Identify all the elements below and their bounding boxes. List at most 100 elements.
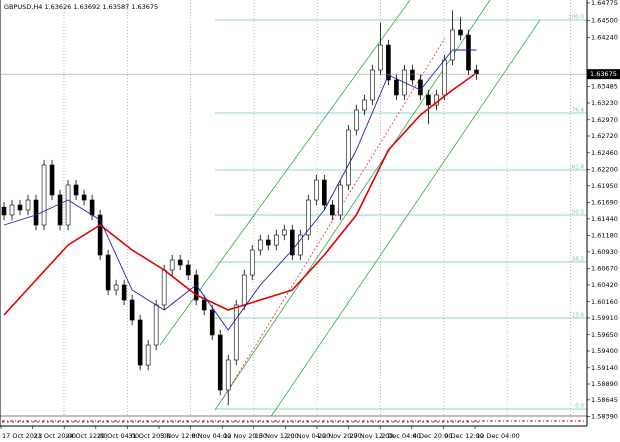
channel-line xyxy=(269,19,541,419)
candle-body xyxy=(265,239,271,246)
candle-body xyxy=(273,234,279,246)
candle-body xyxy=(9,204,15,216)
y-tick-label: 1.59400 xyxy=(591,347,618,355)
y-tick-label: 1.61690 xyxy=(591,199,618,207)
y-tick-label: 1.64500 xyxy=(591,17,618,25)
y-tick-label: 1.63230 xyxy=(591,99,618,107)
x-tick-label: 5 Nov 12:00 xyxy=(160,432,200,440)
candle-body xyxy=(185,264,191,276)
candle-body xyxy=(65,184,71,226)
last-price-box xyxy=(587,69,620,80)
candle-body xyxy=(41,164,47,226)
trend-line xyxy=(221,37,446,401)
y-tick-label: 1.58890 xyxy=(591,380,618,388)
x-tick-label: 8 Nov 04:00 xyxy=(192,432,232,440)
candle-body xyxy=(306,199,311,236)
fib-label: 23.6 xyxy=(572,313,585,319)
plot xyxy=(1,10,479,406)
candle-body xyxy=(113,284,119,291)
x-tick-label: 21 Oct 20:00 xyxy=(34,432,76,440)
candle-body xyxy=(338,184,343,216)
x-tick-label: 15 Nov 12:00 xyxy=(255,432,299,440)
candle-body xyxy=(466,34,471,71)
y-tick-label: 1.59910 xyxy=(591,314,618,322)
candle-body xyxy=(57,194,63,226)
x-tick-label: 29 Oct 04:00 xyxy=(97,432,139,440)
y-tick-label: 1.64775 xyxy=(591,0,618,7)
candle-body xyxy=(418,79,423,96)
candle-body xyxy=(97,214,103,256)
x-tick-label: 17 Oct 2013 xyxy=(2,432,42,440)
x-tick-label: 4 Dec 20:00 xyxy=(413,432,453,440)
fib-label: 100.0 xyxy=(568,15,584,21)
candle-body xyxy=(33,199,39,226)
candle-body xyxy=(121,284,127,301)
candle-body xyxy=(378,44,383,71)
candle-body xyxy=(225,359,231,391)
fib-label: 76.4 xyxy=(572,107,585,113)
x-tick-label: 24 Oct 12:00 xyxy=(65,432,107,440)
candle-body xyxy=(137,319,143,366)
y-tick-label: 1.63485 xyxy=(591,82,618,90)
candle-body xyxy=(370,69,375,101)
candle-body xyxy=(289,229,295,256)
x-tick-label: 12 Dec 04:00 xyxy=(476,432,520,440)
candle-body xyxy=(217,334,223,391)
candle-body xyxy=(169,259,175,271)
candle-body xyxy=(346,129,351,186)
y-tick-label: 1.58390 xyxy=(591,412,618,420)
candle-body xyxy=(105,254,111,291)
y-tick-label: 1.62970 xyxy=(591,116,618,124)
candle-body xyxy=(426,94,431,106)
x-tick-label: 2 Dec 04:00 xyxy=(381,432,421,440)
candle-body xyxy=(298,234,303,256)
candle-body xyxy=(153,304,159,346)
candle-body xyxy=(129,299,135,321)
moving-average xyxy=(3,49,477,331)
x-tick-label: 20 Nov 04:00 xyxy=(286,432,330,440)
fib-label: 50.0 xyxy=(572,209,585,215)
candle-body xyxy=(241,274,247,306)
candle-body xyxy=(410,69,415,81)
candle-body xyxy=(1,206,7,216)
last-price-label: 1.63675 xyxy=(590,70,617,78)
y-tick-label: 1.62200 xyxy=(591,166,618,174)
candle-body xyxy=(322,179,327,206)
candle-body xyxy=(25,199,31,211)
candle-body xyxy=(177,259,183,266)
candle-body xyxy=(89,199,95,216)
candle-body xyxy=(161,269,167,306)
y-tick-label: 1.61440 xyxy=(591,215,618,223)
chart-title: GBPUSD,H4 1.63626 1.63692 1.63587 1.6367… xyxy=(4,3,158,11)
candle-body xyxy=(362,99,367,111)
y-tick-label: 1.60670 xyxy=(591,265,618,273)
x-tick-label: 9 Dec 12:00 xyxy=(444,432,484,440)
y-tick-label: 1.61950 xyxy=(591,182,618,190)
candle-body xyxy=(458,29,463,36)
candle-body xyxy=(17,204,23,211)
candle-body xyxy=(49,164,55,196)
fibonacci: 100.0 76.4 61.8 50.0 38.2 23.6 0.0 xyxy=(215,15,587,409)
fib-label: 0.0 xyxy=(575,403,584,409)
candle-body xyxy=(314,179,319,201)
y-tick-label: 1.58645 xyxy=(591,396,618,404)
candle-body xyxy=(233,304,239,361)
candle-body xyxy=(330,204,335,216)
y-tick-label: 1.62720 xyxy=(591,132,618,140)
x-tick-label: 22 Nov 20:00 xyxy=(318,432,362,440)
y-tick-label: 1.60420 xyxy=(591,281,618,289)
candle-body xyxy=(354,109,359,131)
candle-body xyxy=(249,249,255,276)
y-tick-label: 1.60930 xyxy=(591,248,618,256)
candle-body xyxy=(145,344,151,366)
candle-body xyxy=(257,239,263,251)
x-tick-label: 12 Nov 20:00 xyxy=(223,432,267,440)
y-tick-label: 1.62460 xyxy=(591,149,618,157)
candle-body xyxy=(81,194,87,201)
candle-body xyxy=(73,184,79,196)
channel-line xyxy=(159,0,411,346)
moving-average xyxy=(3,72,477,316)
